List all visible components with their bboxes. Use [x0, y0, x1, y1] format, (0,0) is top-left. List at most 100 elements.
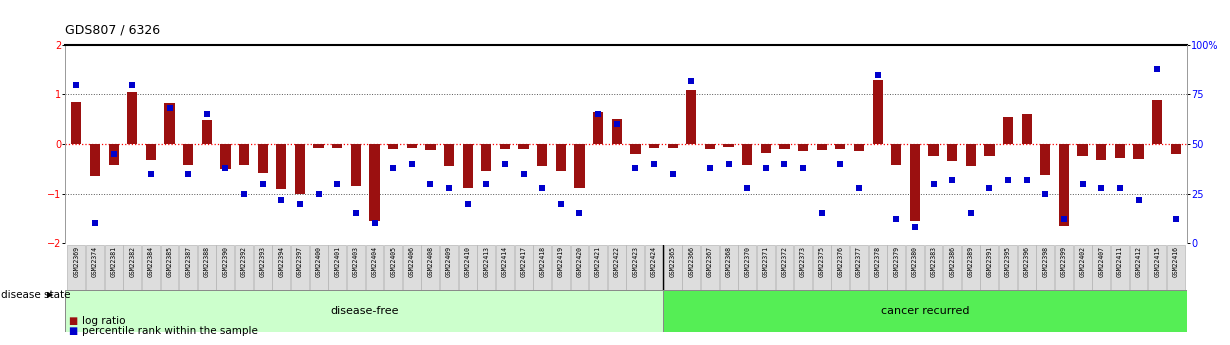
- Bar: [499, 144, 510, 149]
- Text: GSM22384: GSM22384: [148, 246, 154, 277]
- Bar: [481, 144, 492, 171]
- Bar: [835, 144, 845, 149]
- Text: GSM22409: GSM22409: [446, 246, 453, 277]
- Bar: [519, 144, 529, 149]
- Text: GSM22374: GSM22374: [92, 246, 98, 277]
- Point: [421, 181, 440, 186]
- Text: GSM22389: GSM22389: [968, 246, 974, 277]
- Text: GSM22373: GSM22373: [800, 246, 806, 277]
- Bar: [141, 245, 160, 290]
- Text: GSM22421: GSM22421: [595, 246, 601, 277]
- Text: GSM22407: GSM22407: [1098, 246, 1105, 277]
- Bar: [65, 290, 663, 332]
- Bar: [962, 245, 980, 290]
- Bar: [929, 144, 938, 156]
- Bar: [795, 245, 812, 290]
- Bar: [108, 144, 119, 165]
- Bar: [663, 290, 1187, 332]
- Text: GSM22423: GSM22423: [632, 246, 638, 277]
- Text: ■: ■: [68, 326, 77, 336]
- Bar: [235, 245, 253, 290]
- Point: [718, 161, 738, 167]
- Point: [1073, 181, 1092, 186]
- Point: [496, 161, 515, 167]
- Bar: [775, 245, 793, 290]
- Text: GSM22412: GSM22412: [1135, 246, 1141, 277]
- Bar: [571, 245, 588, 290]
- Bar: [220, 144, 230, 169]
- Text: GSM22419: GSM22419: [558, 246, 563, 277]
- Bar: [90, 144, 100, 176]
- Point: [979, 185, 999, 190]
- Point: [812, 211, 831, 216]
- Text: GSM22405: GSM22405: [390, 246, 396, 277]
- Bar: [780, 144, 790, 149]
- Point: [700, 165, 720, 171]
- Point: [514, 171, 534, 177]
- Bar: [347, 245, 365, 290]
- Text: GSM22395: GSM22395: [1005, 246, 1011, 277]
- Bar: [1133, 144, 1144, 159]
- Bar: [1129, 245, 1148, 290]
- Point: [141, 171, 161, 177]
- Text: GSM22382: GSM22382: [129, 246, 135, 277]
- Bar: [387, 144, 399, 149]
- Bar: [1092, 245, 1111, 290]
- Bar: [574, 144, 584, 188]
- Point: [681, 78, 701, 83]
- Bar: [608, 245, 626, 290]
- Point: [942, 177, 962, 183]
- Bar: [1111, 245, 1129, 290]
- Text: GSM22369: GSM22369: [74, 246, 80, 277]
- Bar: [462, 144, 472, 188]
- Bar: [907, 245, 924, 290]
- Text: GSM22400: GSM22400: [316, 246, 321, 277]
- Text: GSM22402: GSM22402: [1080, 246, 1086, 277]
- Bar: [943, 245, 961, 290]
- Bar: [496, 245, 514, 290]
- Text: GDS807 / 6326: GDS807 / 6326: [65, 23, 160, 37]
- Text: GSM22424: GSM22424: [651, 246, 657, 277]
- Text: GSM22422: GSM22422: [614, 246, 620, 277]
- Bar: [683, 245, 700, 290]
- Point: [178, 171, 198, 177]
- Point: [290, 201, 310, 206]
- Text: GSM22394: GSM22394: [278, 246, 284, 277]
- Bar: [868, 245, 887, 290]
- Point: [476, 181, 496, 186]
- Point: [775, 161, 795, 167]
- Text: GSM22391: GSM22391: [986, 246, 993, 277]
- Bar: [649, 144, 659, 148]
- Bar: [1167, 245, 1184, 290]
- Text: GSM22404: GSM22404: [371, 246, 378, 277]
- Bar: [332, 144, 342, 148]
- Bar: [556, 144, 566, 171]
- Point: [215, 165, 235, 171]
- Bar: [1002, 117, 1014, 144]
- Point: [793, 165, 813, 171]
- Bar: [277, 144, 287, 189]
- Text: GSM22393: GSM22393: [260, 246, 266, 277]
- Bar: [854, 144, 865, 151]
- Text: disease state: disease state: [1, 290, 71, 299]
- Point: [253, 181, 273, 186]
- Text: GSM22379: GSM22379: [893, 246, 899, 277]
- Point: [123, 82, 143, 87]
- Bar: [760, 144, 771, 153]
- Bar: [742, 144, 753, 165]
- Text: GSM22367: GSM22367: [707, 246, 713, 277]
- Point: [85, 221, 105, 226]
- Text: GSM22408: GSM22408: [427, 246, 433, 277]
- Text: GSM22371: GSM22371: [763, 246, 769, 277]
- Bar: [1055, 245, 1073, 290]
- Bar: [892, 144, 902, 165]
- Text: GSM22366: GSM22366: [689, 246, 694, 277]
- Text: GSM22401: GSM22401: [335, 246, 341, 277]
- Bar: [180, 245, 197, 290]
- Point: [663, 171, 683, 177]
- Point: [1129, 197, 1149, 202]
- Bar: [310, 245, 327, 290]
- Point: [234, 191, 253, 196]
- Point: [756, 165, 776, 171]
- Point: [569, 211, 589, 216]
